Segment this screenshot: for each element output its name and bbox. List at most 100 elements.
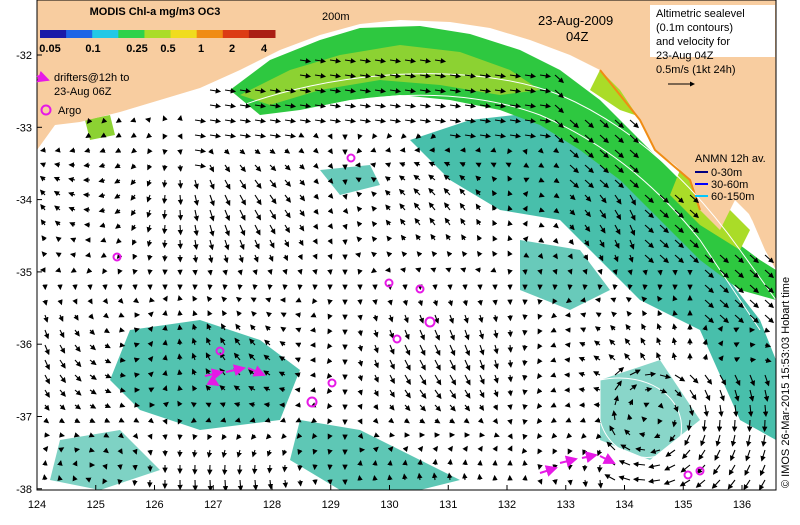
lon-label: 131 [439, 499, 457, 511]
velocity-arrow [360, 300, 361, 304]
velocity-arrow [120, 360, 125, 361]
velocity-arrow [570, 480, 571, 484]
velocity-arrow [239, 285, 240, 289]
velocity-arrow [285, 480, 286, 487]
velocity-arrow [60, 435, 64, 436]
colorbar-segment [40, 30, 67, 38]
lat-label: -32 [16, 50, 32, 62]
altimetry-legend-line: Altimetric sealevel [656, 8, 745, 20]
velocity-arrow [614, 285, 615, 289]
velocity-arrow [134, 480, 135, 485]
velocity-arrow [165, 341, 166, 345]
velocity-arrow [401, 269, 405, 270]
lat-label: -35 [16, 267, 32, 279]
colorbar-tick: 0.1 [85, 43, 100, 55]
lon-label: 135 [674, 499, 692, 511]
velocity-arrow [149, 270, 150, 274]
velocity-arrow [566, 315, 570, 316]
velocity-arrow [510, 330, 511, 336]
velocity-arrow [450, 460, 451, 465]
velocity-arrow [525, 270, 526, 274]
velocity-arrow [180, 150, 181, 154]
lat-label: -33 [16, 122, 32, 134]
velocity-arrow [284, 465, 285, 471]
velocity-arrow [435, 460, 436, 465]
velocity-arrow [524, 375, 525, 380]
velocity-arrow [269, 285, 270, 289]
velocity-arrow [524, 390, 525, 394]
velocity-arrow [360, 461, 361, 465]
velocity-arrow [224, 465, 225, 474]
velocity-arrow [41, 150, 45, 151]
drifter-legend-line: drifters@12h to [54, 72, 129, 84]
velocity-arrow [300, 480, 301, 486]
velocity-arrow [330, 270, 331, 274]
lon-label: 130 [380, 499, 398, 511]
velocity-arrow [164, 165, 165, 170]
velocity-arrow [584, 465, 585, 470]
velocity-arrow [629, 285, 630, 289]
lon-label: 129 [322, 499, 340, 511]
colorbar-tick: 0.5 [160, 43, 175, 55]
velocity-arrow [254, 465, 255, 473]
lon-label: 128 [263, 499, 281, 511]
isobath-label: 200m [322, 11, 350, 23]
velocity-arrow [71, 254, 75, 255]
lon-label: 127 [204, 499, 222, 511]
altimetry-legend-line: 23-Aug 04Z [656, 50, 714, 62]
velocity-arrow [524, 345, 525, 350]
velocity-arrow [254, 285, 255, 289]
velocity-arrow [566, 344, 570, 345]
velocity-arrow [405, 461, 406, 465]
velocity-arrow [84, 209, 90, 210]
velocity-arrow [86, 255, 90, 256]
velocity-arrow [510, 345, 511, 352]
velocity-arrow [476, 150, 480, 151]
velocity-arrow [390, 461, 391, 465]
colorbar-title: MODIS Chl-a mg/m3 OC3 [90, 6, 221, 18]
lon-label: 134 [615, 499, 633, 511]
anmn-legend-label: 30-60m [711, 179, 748, 191]
velocity-arrow [660, 270, 661, 275]
velocity-arrow [734, 420, 735, 431]
velocity-arrow [180, 240, 181, 248]
velocity-arrow [179, 311, 180, 315]
argo-legend-label: Argo [58, 105, 81, 117]
velocity-arrow [75, 449, 79, 450]
map-time: 04Z [566, 29, 588, 44]
lat-label: -38 [16, 484, 32, 496]
velocity-arrow [179, 370, 180, 375]
velocity-arrow [296, 314, 300, 315]
velocity-arrow [386, 150, 390, 151]
velocity-arrow [389, 476, 390, 480]
colorbar-segment [118, 30, 145, 38]
velocity-arrow [524, 461, 525, 465]
velocity-arrow [375, 461, 376, 465]
lat-label: -37 [16, 412, 32, 424]
colorbar-segment [223, 30, 250, 38]
velocity-arrow [120, 345, 124, 346]
lon-label: 125 [87, 499, 105, 511]
velocity-arrow [596, 299, 600, 300]
anmn-legend-label: 0-30m [711, 167, 742, 179]
velocity-arrow [179, 340, 180, 345]
lat-label: -36 [16, 339, 32, 351]
altimetry-legend-line: 0.5m/s (1kt 24h) [656, 64, 735, 76]
velocity-arrow [180, 195, 181, 204]
lon-label: 124 [28, 499, 46, 511]
velocity-arrow [269, 465, 270, 472]
velocity-arrow [524, 405, 525, 409]
velocity-arrow [210, 270, 211, 274]
velocity-arrow [165, 311, 166, 315]
velocity-arrow [311, 330, 315, 331]
lon-label: 133 [557, 499, 575, 511]
map-date: 23-Aug-2009 [538, 13, 613, 28]
velocity-arrow [180, 210, 181, 220]
velocity-arrow [210, 480, 211, 490]
velocity-arrow [84, 165, 90, 166]
velocity-arrow [120, 465, 121, 469]
velocity-arrow [179, 325, 180, 330]
velocity-arrow [180, 165, 181, 171]
colorbar-segment [197, 30, 224, 38]
